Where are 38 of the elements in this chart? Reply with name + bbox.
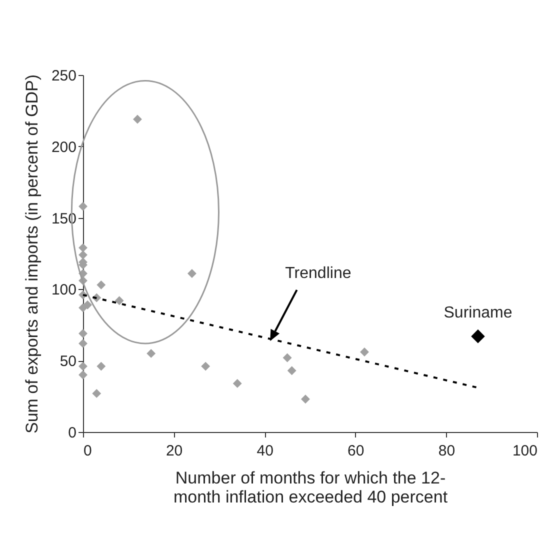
y-tick-label: 150 [51, 210, 76, 228]
x-tick-label: 60 [348, 442, 364, 460]
point [187, 269, 196, 278]
y-axis-title: Sum of exports and imports (in percent of GDP) [22, 74, 42, 434]
annotation: Trendline [285, 265, 352, 282]
point [471, 329, 485, 344]
point [114, 296, 124, 306]
y-tick-label: 0 [68, 424, 76, 442]
point [78, 202, 88, 211]
y-tick-label: 50 [60, 353, 76, 370]
x-tick-label: 0 [84, 442, 92, 460]
x-tick-label: 40 [256, 442, 274, 460]
point [300, 394, 310, 404]
point [133, 114, 142, 124]
point [78, 362, 88, 371]
x-axis-title: Number of months for which the 12-month inflation exceeded 40 percent [173, 468, 448, 506]
x-tick-label: 80 [438, 442, 456, 460]
point [282, 353, 292, 362]
point [96, 280, 106, 290]
point [201, 362, 210, 371]
y-tick-label: 200 [51, 138, 76, 156]
point [92, 388, 102, 398]
point [78, 250, 88, 260]
point [78, 338, 88, 348]
point [78, 370, 88, 380]
point [78, 328, 88, 338]
point [287, 366, 296, 376]
point [146, 348, 156, 358]
point [360, 348, 369, 357]
point [232, 378, 242, 388]
x-tick-label: 100 [512, 442, 538, 460]
series-label: Suriname [444, 304, 512, 322]
point [78, 243, 88, 252]
point [96, 362, 106, 371]
x-tick-label: 20 [166, 442, 183, 460]
y-tick-label: 100 [51, 282, 76, 299]
point [83, 300, 92, 310]
y-tick-label: 250 [51, 68, 76, 84]
